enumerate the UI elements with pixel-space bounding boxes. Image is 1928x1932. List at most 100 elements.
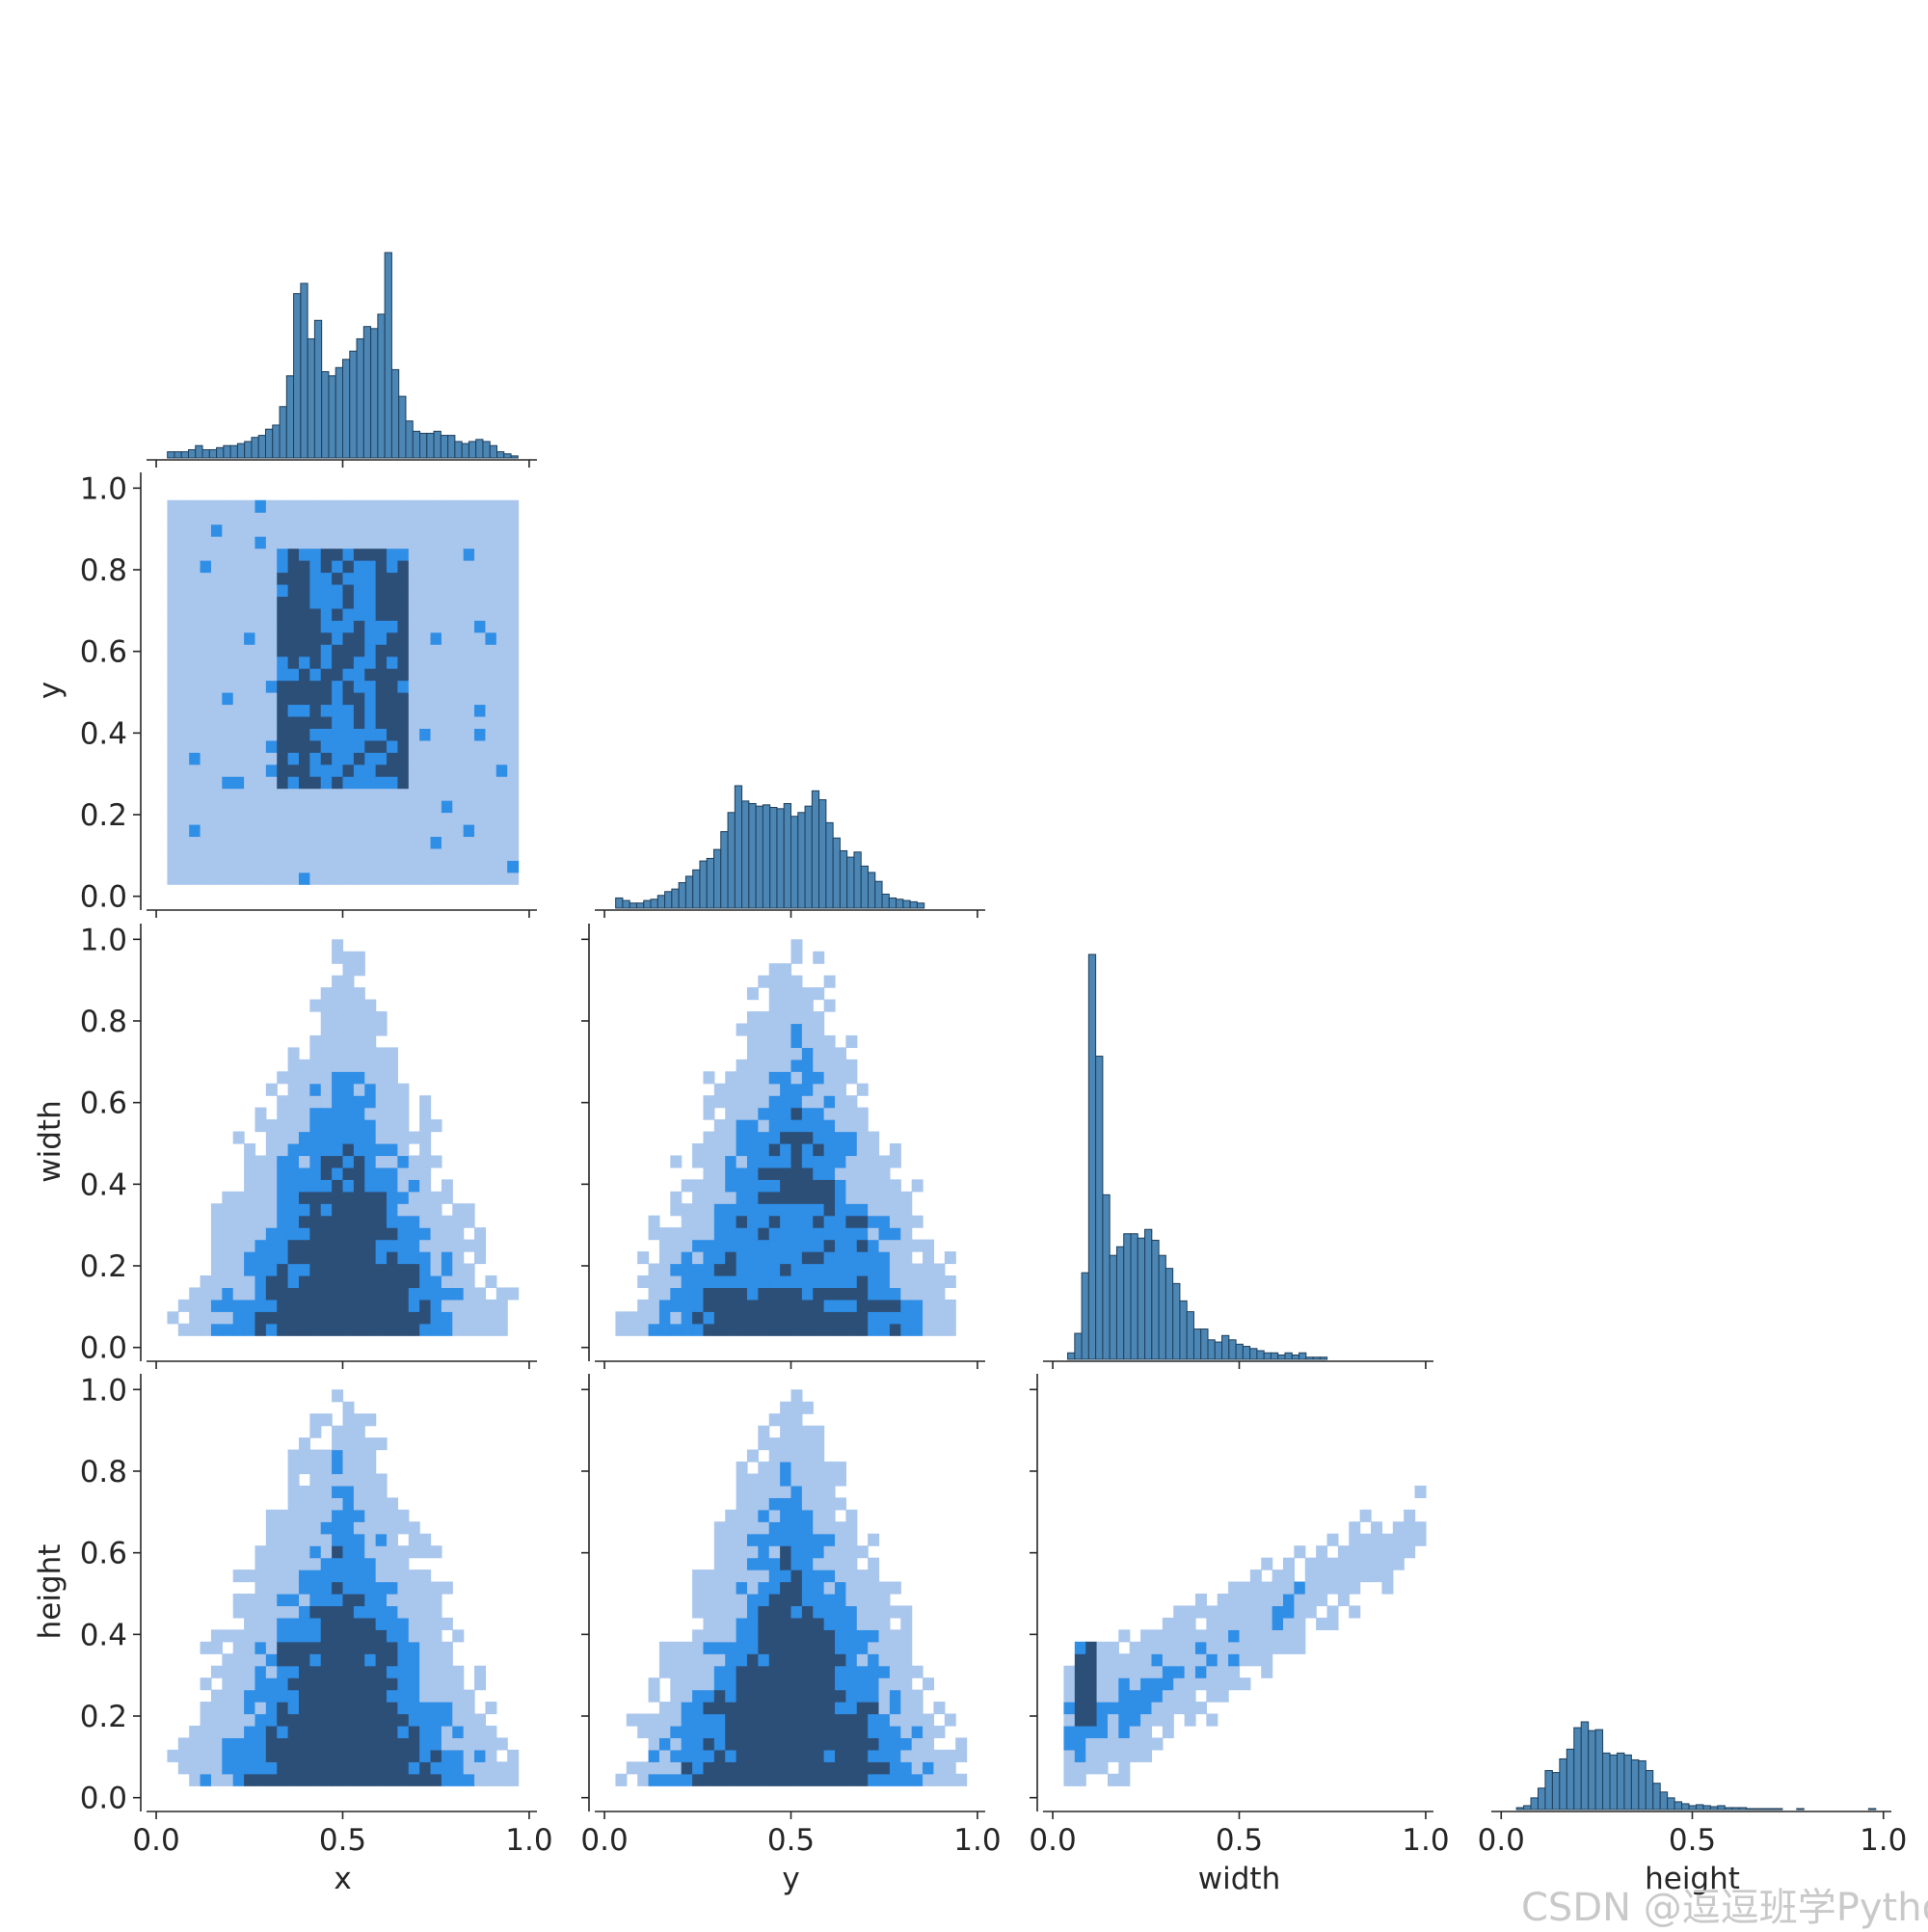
heat-cell-x-height [210, 1737, 223, 1751]
heat-cell-x-y [463, 656, 475, 669]
heat-cell-x-width [332, 1251, 344, 1265]
heat-cell-x-y [332, 680, 344, 693]
heat-cell-x-height [430, 1653, 442, 1667]
heat-cell-x-y [244, 800, 256, 814]
heat-cell-y-height [856, 1689, 869, 1703]
heat-cell-x-width [287, 1131, 300, 1144]
heat-cell-y-width [725, 1287, 737, 1301]
heat-cell-x-y [177, 776, 190, 790]
heat-cell-y-width [736, 1131, 748, 1144]
heat-cell-x-y [375, 800, 388, 814]
heat-cell-x-width [419, 1239, 432, 1252]
heat-cell-x-y [485, 620, 497, 633]
panel-x-height-x-tick-label: 1.0 [505, 1823, 552, 1858]
heat-cell-width-height [1063, 1725, 1076, 1739]
heat-cell-x-height [364, 1570, 377, 1583]
heat-cell-y-width [725, 1083, 737, 1096]
heat-cell-x-height [364, 1545, 377, 1559]
heat-cell-y-width [703, 1179, 715, 1193]
heat-cell-y-width [713, 1191, 726, 1204]
heat-cell-y-height [780, 1509, 792, 1522]
heat-cell-y-height [944, 1713, 956, 1727]
heat-cell-y-height [746, 1629, 759, 1643]
heat-cell-y-width [713, 1311, 726, 1325]
heat-cell-x-width [375, 1083, 388, 1096]
heat-cell-x-width [320, 1275, 333, 1289]
heat-cell-x-y [353, 800, 365, 814]
heat-cell-x-height [342, 1689, 355, 1703]
heat-cell-x-y [353, 860, 365, 873]
heat-cell-x-y [342, 512, 355, 525]
heat-cell-x-y [177, 715, 190, 729]
heat-cell-x-width [375, 1059, 388, 1072]
heat-cell-x-height [309, 1713, 322, 1727]
heat-cell-y-width [835, 1299, 846, 1312]
heat-cell-x-y [387, 823, 398, 838]
heat-cell-x-y [364, 668, 377, 682]
heat-cell-x-y [287, 548, 300, 561]
heat-cell-y-height [900, 1641, 913, 1654]
hist-bar-width-width [1158, 1254, 1166, 1360]
heat-cell-x-y [495, 596, 508, 609]
heat-cell-x-width [244, 1215, 256, 1228]
heat-cell-x-y [375, 847, 388, 861]
heat-cell-y-height [868, 1737, 880, 1751]
heat-cell-x-width [309, 1034, 322, 1048]
heat-cell-x-height [397, 1713, 410, 1727]
heat-cell-x-height [387, 1570, 398, 1583]
heat-cell-y-width [856, 1167, 869, 1180]
heat-cell-x-y [210, 644, 223, 657]
heat-cell-x-y [430, 739, 442, 753]
heat-cell-y-width [889, 1239, 901, 1252]
heat-cell-x-height [200, 1713, 212, 1727]
heat-cell-y-width [681, 1215, 693, 1228]
heat-cell-x-y [430, 644, 442, 657]
heat-cell-y-width [845, 1227, 858, 1241]
heat-cell-x-y [430, 680, 442, 693]
heat-cell-x-height [353, 1665, 365, 1678]
hist-bar-y-y [656, 895, 666, 909]
heat-cell-x-height [320, 1570, 333, 1583]
heat-cell-x-y [309, 583, 322, 597]
heat-cell-x-y [200, 583, 212, 597]
heat-cell-x-y [210, 692, 223, 706]
heat-cell-x-height [265, 1617, 278, 1630]
heat-cell-x-y [265, 872, 278, 885]
heat-cell-width-height [1162, 1702, 1174, 1715]
heat-cell-y-width [780, 1287, 792, 1301]
panel-x-y-y-tick-label: 0.4 [80, 716, 127, 751]
hist-bar-y-y [853, 851, 862, 909]
heat-cell-x-height [254, 1737, 267, 1751]
heat-cell-x-height [375, 1485, 388, 1498]
hist-bar-y-y [720, 831, 729, 909]
heat-cell-x-height [277, 1665, 289, 1678]
heat-cell-y-height [703, 1749, 715, 1762]
heat-cell-x-y [265, 572, 278, 585]
heat-cell-x-y [452, 764, 465, 777]
heat-cell-y-height [758, 1485, 770, 1498]
heat-cell-x-y [232, 812, 245, 825]
heat-cell-width-height [1359, 1557, 1372, 1570]
heat-cell-width-height [1349, 1570, 1361, 1583]
heat-cell-x-y [430, 800, 442, 814]
heat-cell-x-y [244, 668, 256, 682]
heat-cell-y-width [725, 1311, 737, 1325]
heat-cell-x-y [452, 788, 465, 801]
heat-cell-y-width [746, 1047, 759, 1060]
heat-cell-x-y [397, 836, 410, 849]
heat-cell-y-width [713, 1299, 726, 1312]
heat-cell-x-y [441, 704, 453, 717]
heat-cell-y-height [681, 1725, 693, 1739]
heat-cell-x-height [210, 1629, 223, 1643]
heat-cell-x-y [441, 680, 453, 693]
heat-cell-x-y [387, 583, 398, 597]
panel-x-height-x-axis-label: x [334, 1862, 351, 1896]
heat-cell-x-height [277, 1521, 289, 1535]
heat-cell-x-height [298, 1665, 310, 1678]
heat-cell-x-y [375, 680, 388, 693]
heat-cell-y-width [813, 1191, 825, 1204]
heat-cell-x-y [353, 620, 365, 633]
heat-cell-x-y [408, 847, 420, 861]
heat-cell-x-width [222, 1239, 234, 1252]
heat-cell-width-height [1074, 1677, 1086, 1691]
